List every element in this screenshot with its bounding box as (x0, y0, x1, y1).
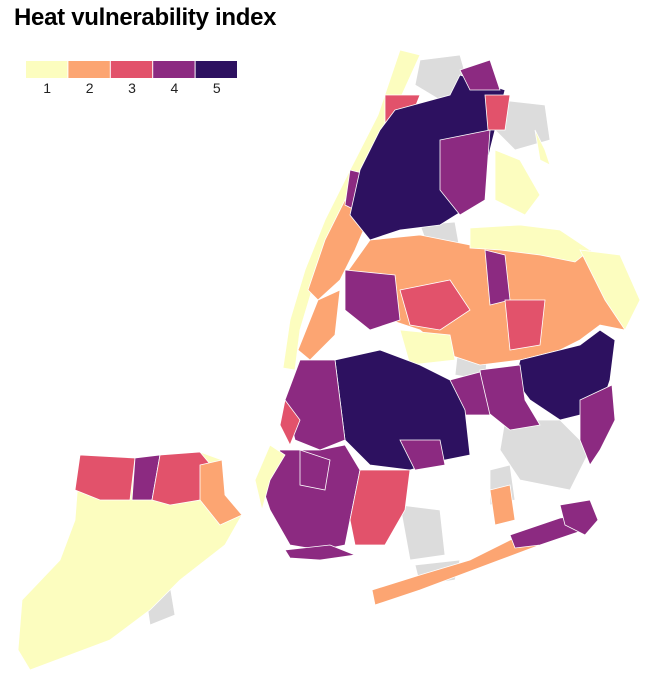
region (559, 499, 599, 536)
legend-swatch (110, 61, 153, 78)
region (199, 459, 243, 526)
region (399, 279, 471, 331)
region (284, 544, 357, 561)
region (344, 269, 401, 331)
legend-swatch (68, 61, 110, 78)
title: Heat vulnerability index (14, 4, 277, 31)
legend-label: 4 (171, 80, 179, 96)
region (254, 444, 286, 511)
region (484, 94, 511, 131)
region (284, 359, 346, 451)
region (579, 249, 641, 331)
legend-label: 1 (43, 80, 51, 96)
region (469, 224, 591, 263)
legend-label: 2 (86, 80, 94, 96)
region (279, 399, 301, 446)
region (399, 439, 446, 471)
region (459, 59, 501, 91)
region (534, 129, 551, 166)
region (494, 149, 541, 216)
region (349, 469, 411, 546)
region (259, 444, 361, 551)
legend-label: 5 (213, 80, 221, 96)
legend-swatch (195, 61, 237, 78)
region (74, 454, 136, 501)
region (579, 384, 616, 466)
region (17, 451, 243, 671)
region (334, 349, 471, 471)
region (439, 129, 491, 216)
region (489, 484, 516, 526)
region (504, 299, 546, 351)
map (17, 49, 641, 671)
park (399, 504, 446, 561)
region (299, 449, 331, 491)
legend-swatch (26, 61, 68, 78)
region (399, 329, 456, 366)
legend-swatch (153, 61, 195, 78)
legend: 1 2 3 4 5 (26, 61, 237, 96)
park (499, 419, 591, 491)
region (297, 289, 341, 361)
legend-label: 3 (128, 80, 136, 96)
